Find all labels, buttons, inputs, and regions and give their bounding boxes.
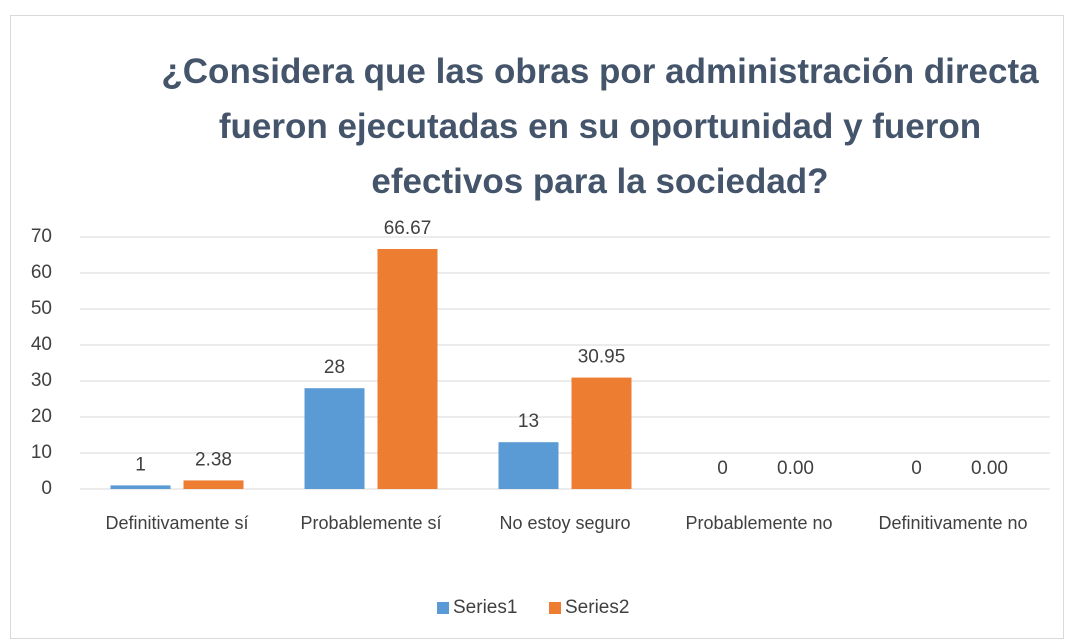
legend-label: Series1 [453,597,517,618]
bar [304,388,365,489]
data-label: 28 [324,357,345,378]
x-tick-label: Definitivamente no [878,513,1028,533]
legend-swatch [549,602,561,614]
bar [498,442,559,489]
chart-frame [10,15,1064,639]
data-label: 0 [717,458,728,479]
bar [571,377,632,489]
x-tick-label: Definitivamente sí [105,513,249,533]
data-label: 2.38 [195,449,232,470]
data-label: 13 [518,411,539,432]
y-tick-label: 0 [41,478,52,499]
data-label: 0.00 [777,458,814,479]
x-tick-label: Probablemente sí [300,513,442,533]
y-tick-label: 60 [31,262,52,283]
bar [110,485,171,489]
y-tick-label: 30 [31,370,52,391]
y-tick-label: 20 [31,406,52,427]
y-tick-label: 70 [31,226,52,247]
data-label: 66.67 [384,218,432,239]
legend-swatch [437,602,449,614]
data-label: 0.00 [971,458,1008,479]
y-tick-label: 10 [31,442,52,463]
chart-title: ¿Considera que las obras por administrac… [161,52,1039,201]
data-label: 30.95 [578,347,626,368]
x-tick-label: No estoy seguro [499,513,631,533]
y-tick-label: 50 [31,298,52,319]
data-label: 0 [911,458,922,479]
bar [377,248,438,489]
data-label: 1 [135,454,146,475]
x-tick-label: Probablemente no [685,513,833,533]
y-tick-label: 40 [31,334,52,355]
bar [183,480,244,489]
legend-label: Series2 [565,597,629,618]
